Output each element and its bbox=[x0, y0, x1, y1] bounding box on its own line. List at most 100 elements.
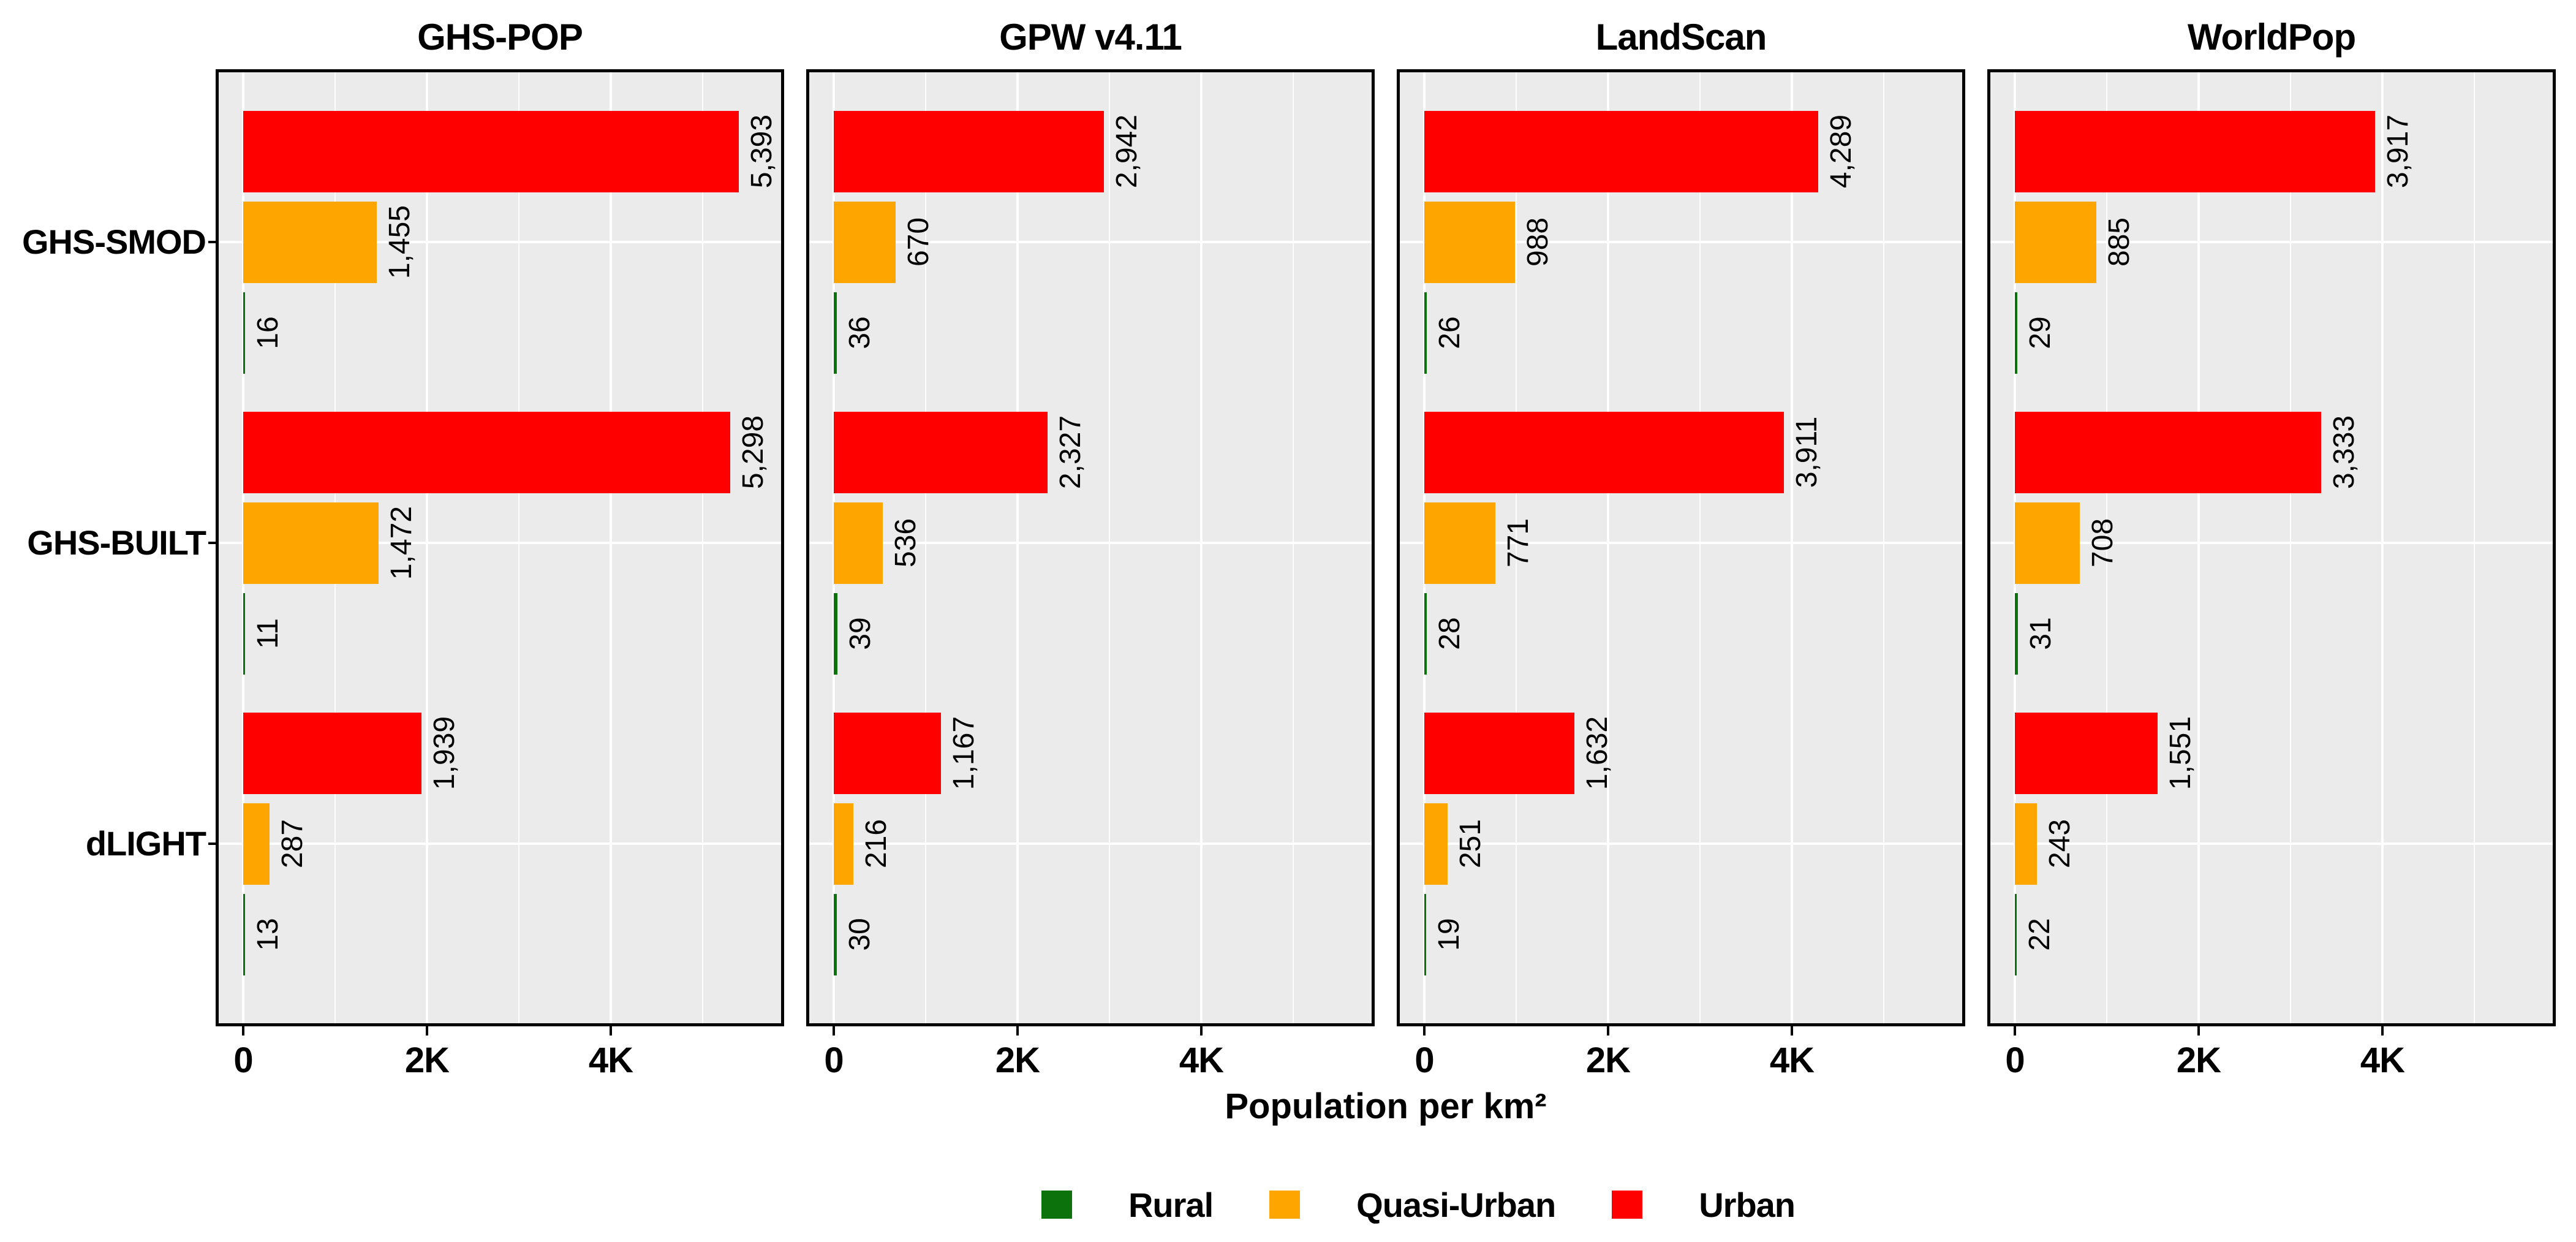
x-tick-label: 0 bbox=[233, 1040, 253, 1080]
bar-value-label: 11 bbox=[252, 618, 284, 649]
bar-value-label: 13 bbox=[252, 918, 284, 951]
x-tick-label: 2K bbox=[995, 1040, 1040, 1080]
x-tick-mark bbox=[1016, 1026, 1019, 1036]
bar-value-label: 1,472 bbox=[385, 506, 418, 580]
bar-value-label: 28 bbox=[1433, 617, 1466, 650]
x-tick-label: 4K bbox=[1769, 1040, 1815, 1080]
bar-quasi_urban bbox=[834, 803, 853, 885]
facet-title: GPW v4.11 bbox=[999, 17, 1182, 58]
gridline-major bbox=[1990, 241, 2553, 243]
bar-value-label: 4,289 bbox=[1825, 114, 1857, 189]
x-tick-mark bbox=[1200, 1026, 1203, 1036]
x-tick-mark bbox=[1607, 1026, 1609, 1036]
bar-quasi_urban bbox=[2015, 201, 2096, 283]
gridline-minor bbox=[2106, 72, 2107, 1023]
x-tick-mark bbox=[833, 1026, 835, 1036]
bar-value-label: 536 bbox=[890, 518, 922, 568]
y-axis-category-label: GHS-BUILT bbox=[27, 523, 206, 562]
bar-urban bbox=[834, 712, 941, 794]
bar-urban bbox=[2015, 411, 2321, 493]
legend-label: Rural bbox=[1128, 1185, 1214, 1224]
bar-urban bbox=[243, 110, 739, 192]
bar-quasi_urban bbox=[1424, 803, 1448, 885]
x-tick-mark bbox=[1423, 1026, 1426, 1036]
bar-value-label: 39 bbox=[844, 617, 877, 650]
bar-rural bbox=[2015, 292, 2017, 374]
bar-value-label: 30 bbox=[844, 918, 876, 951]
bar-value-label: 670 bbox=[902, 217, 935, 267]
y-tick-mark bbox=[208, 843, 217, 845]
legend-item: Rural bbox=[1041, 1185, 1214, 1225]
x-tick-label: 2K bbox=[2176, 1040, 2221, 1080]
x-tick-mark bbox=[610, 1026, 612, 1036]
legend-item: Quasi-Urban bbox=[1269, 1185, 1556, 1225]
legend-label: Urban bbox=[1699, 1185, 1796, 1224]
bar-urban bbox=[1424, 411, 1784, 493]
bar-quasi_urban bbox=[834, 201, 896, 283]
x-tick-mark bbox=[426, 1026, 428, 1036]
x-tick-label: 2K bbox=[1585, 1040, 1631, 1080]
gridline-minor bbox=[1293, 72, 1294, 1023]
bar-rural bbox=[1424, 292, 1427, 374]
gridline-minor bbox=[518, 72, 519, 1023]
gridline-major bbox=[1607, 72, 1609, 1023]
bar-value-label: 1,939 bbox=[428, 716, 461, 790]
bar-rural bbox=[2015, 893, 2017, 975]
bar-rural bbox=[243, 593, 245, 675]
plot-area: 4,289 988 26 3,911 771 28 1,632 251 19 bbox=[1400, 72, 1962, 1023]
bar-rural bbox=[1424, 893, 1426, 975]
bar-quasi_urban bbox=[2015, 502, 2080, 584]
bar-quasi_urban bbox=[834, 502, 883, 584]
bar-value-label: 2,327 bbox=[1054, 415, 1087, 490]
bar-urban bbox=[2015, 110, 2375, 192]
bar-value-label: 31 bbox=[2025, 617, 2057, 650]
facet-title: GHS-POP bbox=[417, 17, 583, 58]
x-tick-mark bbox=[1791, 1026, 1793, 1036]
bar-value-label: 771 bbox=[1502, 518, 1535, 568]
x-axis-title: Population per km² bbox=[1225, 1086, 1547, 1126]
bar-rural bbox=[834, 292, 837, 374]
bar-value-label: 19 bbox=[1433, 918, 1465, 951]
facet-panel: 2,942 670 36 2,327 536 39 1,167 216 30 bbox=[806, 69, 1375, 1026]
gridline-major bbox=[219, 843, 781, 845]
gridline-minor bbox=[1109, 72, 1110, 1023]
plot-area: 5,393 1,455 16 5,298 1,472 11 1,939 287 13 bbox=[219, 72, 781, 1023]
gridline-minor bbox=[1516, 72, 1517, 1023]
legend-swatch-urban bbox=[1612, 1191, 1643, 1219]
gridline-major bbox=[1016, 72, 1019, 1023]
legend: Rural Quasi-Urban Urban bbox=[257, 1185, 2576, 1225]
bar-quasi_urban bbox=[243, 803, 270, 885]
bar-quasi_urban bbox=[243, 502, 379, 584]
bar-value-label: 885 bbox=[2103, 217, 2136, 267]
legend-label: Quasi-Urban bbox=[1356, 1185, 1556, 1224]
bar-value-label: 26 bbox=[1433, 316, 1466, 349]
bar-urban bbox=[1424, 110, 1818, 192]
gridline-major bbox=[1200, 72, 1203, 1023]
bar-value-label: 1,632 bbox=[1581, 716, 1614, 790]
bar-value-label: 1,167 bbox=[948, 716, 980, 790]
plot-area: 2,942 670 36 2,327 536 39 1,167 216 30 bbox=[809, 72, 1372, 1023]
bar-rural bbox=[243, 893, 245, 975]
bar-urban bbox=[1424, 712, 1574, 794]
bar-quasi_urban bbox=[2015, 803, 2037, 885]
gridline-major bbox=[1400, 542, 1962, 544]
gridline-major bbox=[610, 72, 612, 1023]
gridline-minor bbox=[2290, 72, 2291, 1023]
bar-urban bbox=[243, 411, 730, 493]
bar-quasi_urban bbox=[1424, 201, 1515, 283]
gridline-major bbox=[1990, 542, 2553, 544]
gridline-major bbox=[1400, 241, 1962, 243]
gridline-major bbox=[1990, 843, 2553, 845]
x-tick-label: 0 bbox=[824, 1040, 844, 1080]
gridline-major bbox=[219, 542, 781, 544]
facet-panel: 4,289 988 26 3,911 771 28 1,632 251 19 bbox=[1397, 69, 1965, 1026]
bar-quasi_urban bbox=[1424, 502, 1495, 584]
gridline-minor bbox=[2474, 72, 2475, 1023]
x-tick-label: 2K bbox=[404, 1040, 450, 1080]
bar-value-label: 1,455 bbox=[383, 205, 416, 279]
bar-rural bbox=[243, 292, 245, 374]
gridline-major bbox=[2197, 72, 2200, 1023]
bar-rural bbox=[1424, 593, 1427, 675]
gridline-major bbox=[809, 843, 1372, 845]
bar-value-label: 988 bbox=[1522, 217, 1554, 267]
